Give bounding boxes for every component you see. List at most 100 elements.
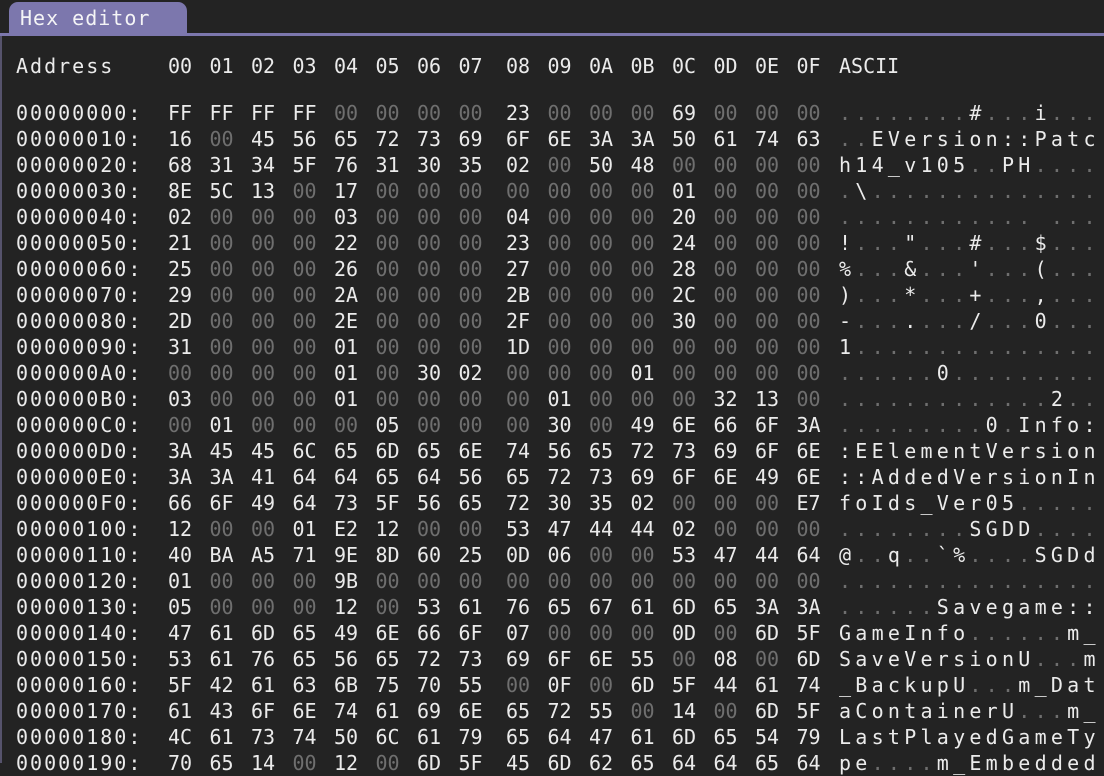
ascii-char[interactable]: a: [953, 595, 966, 619]
hex-byte[interactable]: 61: [713, 127, 738, 151]
ascii-char[interactable]: .: [1001, 361, 1015, 385]
ascii-char[interactable]: .: [936, 179, 949, 203]
hex-byte[interactable]: 00: [547, 283, 572, 307]
ascii-char[interactable]: .: [953, 309, 966, 333]
ascii-char[interactable]: i: [1050, 439, 1063, 463]
hex-byte[interactable]: 66: [417, 621, 442, 645]
ascii-char[interactable]: .: [904, 309, 917, 333]
ascii-char[interactable]: r: [969, 491, 982, 515]
ascii-char[interactable]: l: [920, 725, 933, 749]
hex-byte[interactable]: 25: [168, 257, 193, 281]
ascii-char[interactable]: G: [1050, 543, 1063, 567]
ascii-char[interactable]: n: [1083, 465, 1096, 489]
hex-byte[interactable]: 6E: [458, 699, 483, 723]
ascii-char[interactable]: %: [839, 257, 852, 281]
ascii-char[interactable]: _: [1083, 621, 1096, 645]
hex-byte[interactable]: 6E: [796, 465, 821, 489]
ascii-char[interactable]: V: [904, 647, 917, 671]
tab-hex-editor[interactable]: Hex editor: [9, 2, 187, 34]
ascii-char[interactable]: .: [1083, 283, 1096, 307]
hex-byte[interactable]: 00: [375, 569, 400, 593]
hex-byte[interactable]: 30: [417, 361, 442, 385]
hex-byte[interactable]: 45: [506, 751, 531, 775]
ascii-char[interactable]: E: [871, 439, 884, 463]
ascii-char[interactable]: n: [985, 127, 998, 151]
ascii-char[interactable]: .: [904, 387, 917, 411]
hex-byte[interactable]: 00: [417, 335, 442, 359]
ascii-char[interactable]: %: [953, 543, 966, 567]
hex-byte[interactable]: 6C: [292, 439, 317, 463]
hex-byte[interactable]: 31: [209, 153, 234, 177]
ascii-char[interactable]: .: [871, 361, 884, 385]
hex-byte[interactable]: 6D: [630, 673, 655, 697]
ascii-char[interactable]: l: [887, 439, 900, 463]
ascii-char[interactable]: i: [1018, 465, 1031, 489]
hex-byte[interactable]: 6F: [209, 491, 234, 515]
ascii-char[interactable]: .: [1083, 179, 1096, 203]
hex-byte[interactable]: 74: [506, 439, 531, 463]
ascii-char[interactable]: 0: [936, 153, 949, 177]
hex-byte[interactable]: 00: [375, 595, 400, 619]
ascii-char[interactable]: .: [969, 387, 982, 411]
ascii-char[interactable]: .: [1067, 491, 1080, 515]
ascii-char[interactable]: o: [1034, 465, 1047, 489]
ascii-char[interactable]: s: [1034, 439, 1047, 463]
hex-byte[interactable]: 00: [713, 491, 738, 515]
hex-byte[interactable]: 5F: [796, 621, 821, 645]
ascii-char[interactable]: .: [1067, 361, 1080, 385]
hex-byte[interactable]: 65: [458, 491, 483, 515]
ascii-char[interactable]: .: [904, 517, 917, 541]
ascii-char[interactable]: m: [1067, 621, 1080, 645]
hex-byte[interactable]: 3A: [796, 595, 821, 619]
ascii-char[interactable]: .: [969, 413, 982, 437]
hex-byte[interactable]: 00: [630, 309, 655, 333]
hex-byte[interactable]: 00: [417, 257, 442, 281]
hex-byte[interactable]: 79: [458, 725, 483, 749]
ascii-char[interactable]: .: [1083, 387, 1096, 411]
ascii-char[interactable]: .: [1018, 387, 1031, 411]
ascii-char[interactable]: .: [839, 179, 852, 203]
ascii-char[interactable]: $: [1034, 231, 1047, 255]
hex-byte[interactable]: 00: [506, 361, 531, 385]
hex-byte[interactable]: 31: [168, 335, 193, 359]
ascii-char[interactable]: m: [1018, 673, 1031, 697]
ascii-char[interactable]: .: [985, 621, 998, 645]
ascii-char[interactable]: .: [985, 257, 998, 281]
ascii-char[interactable]: .: [887, 257, 900, 281]
hex-byte[interactable]: 45: [251, 439, 276, 463]
hex-byte[interactable]: 43: [209, 699, 234, 723]
hex-byte[interactable]: 00: [417, 179, 442, 203]
hex-byte[interactable]: 2E: [334, 309, 359, 333]
ascii-char[interactable]: 5: [1001, 491, 1015, 515]
ascii-char[interactable]: .: [969, 569, 982, 593]
hex-byte[interactable]: 62: [589, 751, 614, 775]
hex-byte[interactable]: 65: [334, 127, 359, 151]
hex-byte[interactable]: 00: [713, 283, 738, 307]
hex-byte[interactable]: 9E: [334, 543, 359, 567]
hex-byte[interactable]: 2F: [506, 309, 531, 333]
hex-byte[interactable]: 12: [168, 517, 193, 541]
hex-byte[interactable]: 00: [589, 231, 614, 255]
hex-byte[interactable]: 00: [458, 205, 483, 229]
hex-byte[interactable]: 73: [589, 465, 614, 489]
hex-byte[interactable]: 26: [334, 257, 359, 281]
ascii-char[interactable]: .: [1067, 335, 1080, 359]
hex-byte[interactable]: 73: [417, 127, 442, 151]
ascii-char[interactable]: .: [1083, 309, 1096, 333]
hex-byte[interactable]: 00: [417, 101, 442, 125]
hex-byte[interactable]: 00: [713, 231, 738, 255]
ascii-char[interactable]: .: [1001, 179, 1015, 203]
ascii-char[interactable]: o: [985, 647, 998, 671]
ascii-char[interactable]: .: [920, 179, 933, 203]
ascii-char[interactable]: .: [1018, 101, 1031, 125]
hex-byte[interactable]: FF: [168, 101, 193, 125]
ascii-char[interactable]: .: [1001, 413, 1015, 437]
hex-byte[interactable]: 5F: [292, 153, 317, 177]
ascii-char[interactable]: P: [1034, 127, 1047, 151]
hex-byte[interactable]: 00: [292, 413, 317, 437]
hex-byte[interactable]: 00: [506, 413, 531, 437]
hex-byte[interactable]: 00: [755, 569, 780, 593]
hex-byte[interactable]: 00: [547, 257, 572, 281]
ascii-char[interactable]: ): [839, 283, 852, 307]
hex-byte[interactable]: 6D: [796, 647, 821, 671]
